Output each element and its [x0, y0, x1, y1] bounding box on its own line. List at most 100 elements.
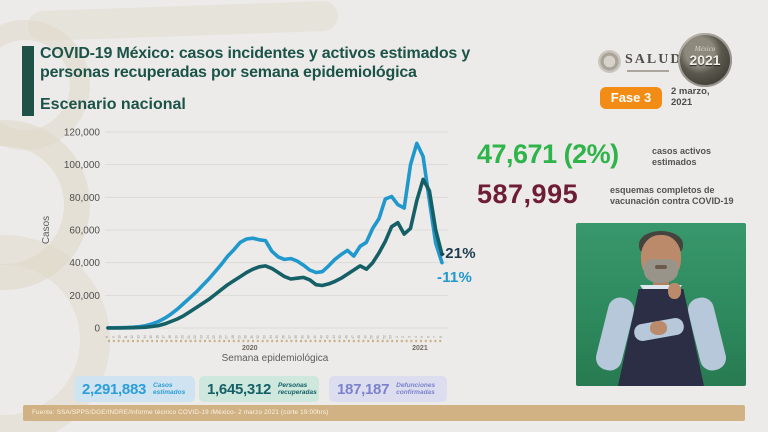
active-cases-value: 47,671 (2%) — [477, 139, 619, 169]
svg-text:12: 12 — [130, 335, 134, 339]
stat-box-personas-recuperadas: 1,645,312 Personas recuperadas — [199, 376, 319, 402]
salud-logo-subtext — [627, 70, 669, 72]
source-bar: Fuente: SSA/SPPS/DGE/INDRE/Informe técni… — [23, 405, 745, 421]
svg-text:47: 47 — [351, 335, 355, 339]
svg-text:29: 29 — [237, 335, 241, 339]
svg-text:100,000: 100,000 — [64, 160, 101, 171]
stat-box-defunciones: 187,187 Defunciones confirmadas — [329, 376, 447, 402]
svg-text:31: 31 — [250, 335, 254, 339]
interpreter-hand — [668, 283, 681, 299]
salud-seal-icon — [598, 50, 621, 73]
svg-text:16: 16 — [155, 335, 159, 339]
mexico-logo-script: México — [694, 45, 716, 53]
svg-text:4: 4 — [414, 336, 418, 338]
svg-text:19: 19 — [174, 335, 178, 339]
epi-curve-chart: 0 20,000 40,000 60,000 80,000 100,000 120,000 8… — [41, 128, 448, 364]
svg-text:8: 8 — [105, 336, 109, 338]
header-date: 2 marzo, 2021 — [671, 86, 710, 108]
svg-text:39: 39 — [300, 335, 304, 339]
mexico-2021-logo: México 2021 — [678, 33, 732, 87]
svg-text:2021: 2021 — [412, 345, 428, 352]
svg-text:6: 6 — [426, 336, 430, 338]
svg-text:35: 35 — [275, 335, 279, 339]
svg-text:13: 13 — [137, 335, 141, 339]
svg-text:120,000: 120,000 — [64, 128, 101, 139]
annotation-estimated-change: -11% — [437, 269, 472, 286]
svg-text:8: 8 — [439, 336, 443, 338]
svg-text:1: 1 — [395, 336, 399, 338]
svg-text:20,000: 20,000 — [69, 291, 100, 302]
svg-text:15: 15 — [149, 335, 153, 339]
svg-text:25: 25 — [212, 335, 216, 339]
salud-logo: SALUD — [598, 48, 680, 78]
svg-text:40,000: 40,000 — [69, 258, 100, 269]
svg-text:2020: 2020 — [242, 345, 258, 352]
svg-text:48: 48 — [357, 335, 361, 339]
svg-text:9: 9 — [111, 336, 115, 338]
svg-text:18: 18 — [168, 335, 172, 339]
vaccination-value: 587,995 — [477, 179, 579, 209]
title-line1: COVID-19 México: casos incidentes y acti… — [40, 45, 471, 62]
svg-text:33: 33 — [263, 335, 267, 339]
svg-text:21: 21 — [187, 335, 191, 339]
vaccination-label: esquemas completos de vacunación contra … — [610, 185, 734, 206]
interpreter-hand — [650, 321, 667, 335]
svg-text:30: 30 — [244, 335, 248, 339]
personas-recuperadas-value: 1,645,312 — [207, 380, 272, 398]
svg-text:20: 20 — [181, 335, 185, 339]
svg-text:49: 49 — [363, 335, 367, 339]
title-line2: personas recuperadas por semana epidemio… — [40, 64, 417, 81]
casos-estimados-label: Casos estimados — [153, 381, 186, 397]
svg-text:5: 5 — [420, 336, 424, 338]
svg-text:22: 22 — [193, 335, 197, 339]
stat-box-casos-estimados: 2,291,883 Casos estimados — [74, 376, 195, 402]
svg-text:32: 32 — [256, 335, 260, 339]
svg-text:44: 44 — [332, 335, 336, 339]
active-cases-label: casos activos estimados — [652, 146, 712, 167]
svg-text:28: 28 — [231, 335, 235, 339]
svg-text:27: 27 — [225, 335, 229, 339]
svg-text:34: 34 — [269, 335, 273, 339]
svg-text:11: 11 — [124, 335, 128, 339]
svg-text:50: 50 — [370, 335, 374, 339]
svg-text:41: 41 — [313, 335, 317, 339]
svg-text:Semana epidemiológica: Semana epidemiológica — [222, 353, 329, 364]
top-watermark — [27, 0, 339, 42]
defunciones-value: 187,187 — [337, 380, 390, 398]
svg-text:14: 14 — [143, 335, 147, 339]
salud-logo-text: SALUD — [625, 52, 683, 67]
svg-text:40: 40 — [307, 335, 311, 339]
svg-text:60,000: 60,000 — [69, 226, 100, 237]
mexico-logo-year: 2021 — [689, 52, 721, 68]
svg-text:45: 45 — [338, 335, 342, 339]
svg-text:52: 52 — [382, 335, 386, 339]
svg-text:17: 17 — [162, 335, 166, 339]
svg-text:53: 53 — [389, 335, 393, 339]
svg-text:10: 10 — [118, 335, 122, 339]
defunciones-label: Defunciones confirmadas — [396, 381, 436, 397]
svg-text:Casos: Casos — [41, 216, 52, 244]
svg-text:7: 7 — [433, 336, 437, 338]
svg-text:26: 26 — [218, 335, 222, 339]
svg-text:36: 36 — [281, 335, 285, 339]
svg-text:24: 24 — [206, 335, 210, 339]
personas-recuperadas-label: Personas recuperadas — [278, 381, 317, 397]
svg-text:80,000: 80,000 — [69, 193, 100, 204]
svg-text:37: 37 — [288, 335, 292, 339]
svg-text:2: 2 — [401, 336, 405, 338]
svg-text:38: 38 — [294, 335, 298, 339]
scenario-subtitle: Escenario nacional — [40, 96, 186, 113]
page-title: COVID-19 México: casos incidentes y acti… — [40, 44, 600, 82]
svg-text:0: 0 — [94, 324, 100, 335]
svg-text:3: 3 — [407, 336, 411, 338]
svg-text:43: 43 — [326, 335, 330, 339]
title-accent-bar — [22, 46, 34, 116]
phase-badge: Fase 3 — [600, 87, 662, 109]
svg-text:23: 23 — [200, 335, 204, 339]
svg-text:42: 42 — [319, 335, 323, 339]
svg-text:51: 51 — [376, 335, 380, 339]
svg-text:46: 46 — [344, 335, 348, 339]
sign-language-interpreter-video — [576, 223, 746, 386]
annotation-recovered-change: -21% — [440, 245, 476, 262]
casos-estimados-value: 2,291,883 — [82, 380, 147, 398]
